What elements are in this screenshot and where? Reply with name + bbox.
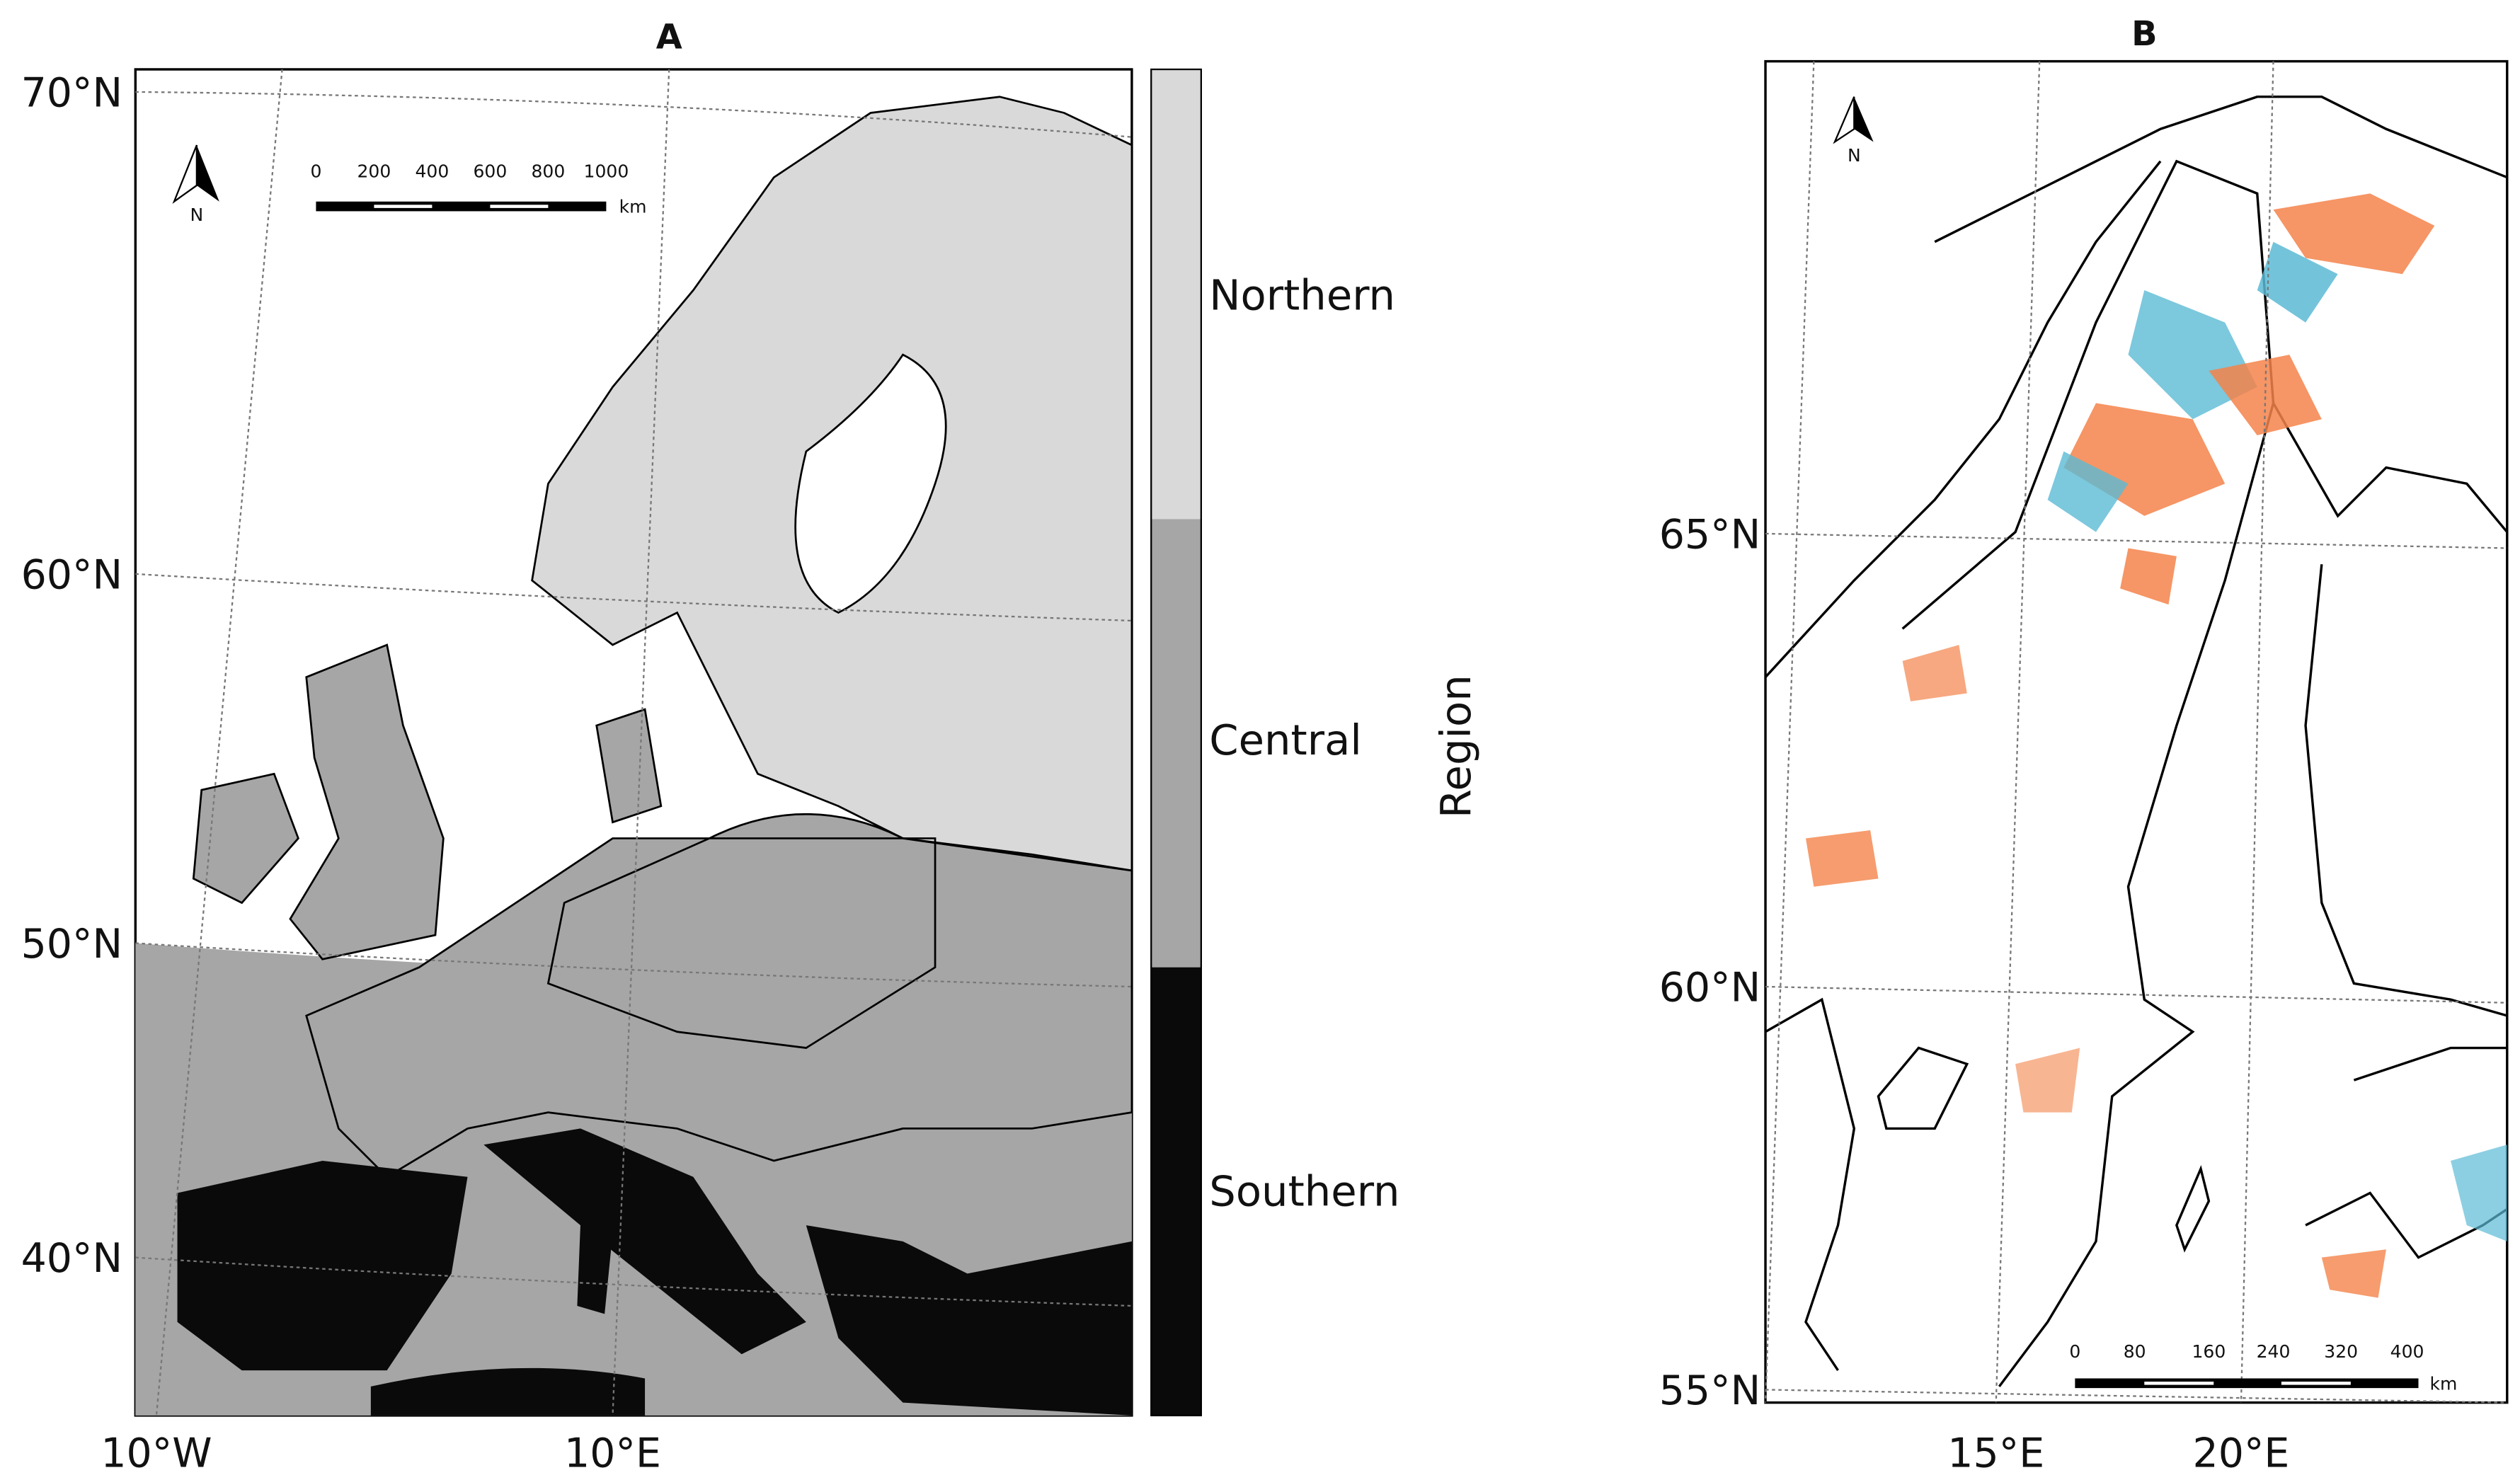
change-patches — [1805, 193, 2507, 1298]
scale-label: 800 — [532, 161, 566, 182]
lat-label: 40°N — [21, 1235, 123, 1282]
grid-line — [1765, 985, 2507, 1004]
map-land — [135, 96, 1133, 1416]
legend-swatch — [1151, 967, 1201, 1416]
scale-label: 200 — [357, 161, 391, 182]
panel-title: A — [656, 18, 682, 57]
lat-label: 60°N — [1659, 964, 1761, 1011]
scale-bar: 0 80 160 240 320 400 km — [2069, 1341, 2457, 1394]
scale-label: 80 — [2124, 1341, 2146, 1362]
scale-label: 320 — [2324, 1341, 2358, 1362]
panel-b: B 65°N 60°N 55°N 15°E 20°E N 0 80 16 — [1659, 15, 2509, 1477]
scale-label: 0 — [2069, 1341, 2080, 1362]
map-frame — [1764, 59, 2509, 1404]
legend-label: Central — [1209, 716, 1362, 764]
legend-label: Northern — [1209, 270, 1395, 319]
scale-label: 0 — [310, 161, 321, 182]
lat-label: 60°N — [21, 551, 123, 598]
lon-label: 15°E — [1947, 1430, 2044, 1477]
legend-label: Southern — [1209, 1167, 1399, 1216]
grid-line — [1764, 61, 1815, 1403]
lon-label: 10°E — [564, 1430, 661, 1477]
panel-title: B — [2131, 15, 2157, 54]
grid-line — [612, 69, 670, 1416]
grid-line — [135, 942, 1132, 988]
scale-label: 600 — [474, 161, 508, 182]
scale-unit: km — [2429, 1373, 2457, 1394]
legend-swatch — [1151, 69, 1201, 520]
grid-line — [1765, 1389, 2507, 1404]
legend: Northern Central Southern Region — [1150, 68, 1480, 1416]
lon-label: 20°E — [2193, 1430, 2290, 1477]
north-label: N — [1848, 145, 1861, 166]
north-arrow: N — [172, 144, 219, 225]
lon-label: 10°W — [101, 1430, 212, 1477]
panel-a: A 70°N 60°N 50°N 40°N 10°W 10°E N 0 200 … — [21, 18, 1481, 1476]
scale-label: 240 — [2257, 1341, 2291, 1362]
scale-label: 400 — [416, 161, 449, 182]
lat-label: 50°N — [21, 921, 123, 968]
legend-title: Region — [1431, 675, 1480, 818]
scale-label: 1000 — [584, 161, 629, 182]
north-arrow: N — [1833, 96, 1874, 166]
grid-line — [135, 1256, 1132, 1307]
lat-label: 55°N — [1659, 1367, 1761, 1414]
legend-swatch — [1151, 519, 1201, 968]
grid-line — [1995, 61, 2041, 1403]
grid-line — [135, 573, 1132, 622]
scale-label: 400 — [2390, 1341, 2424, 1362]
grid-line — [2240, 61, 2274, 1403]
grid-line — [1765, 532, 2507, 549]
scale-unit: km — [619, 197, 647, 217]
map-features — [1764, 96, 2509, 1387]
scale-label: 160 — [2192, 1341, 2226, 1362]
lat-label: 65°N — [1659, 511, 1761, 558]
scale-bar: 0 200 400 600 800 1000 km — [310, 161, 646, 217]
grid-line — [135, 91, 1133, 138]
north-label: N — [190, 205, 204, 225]
lat-label: 70°N — [21, 69, 123, 116]
